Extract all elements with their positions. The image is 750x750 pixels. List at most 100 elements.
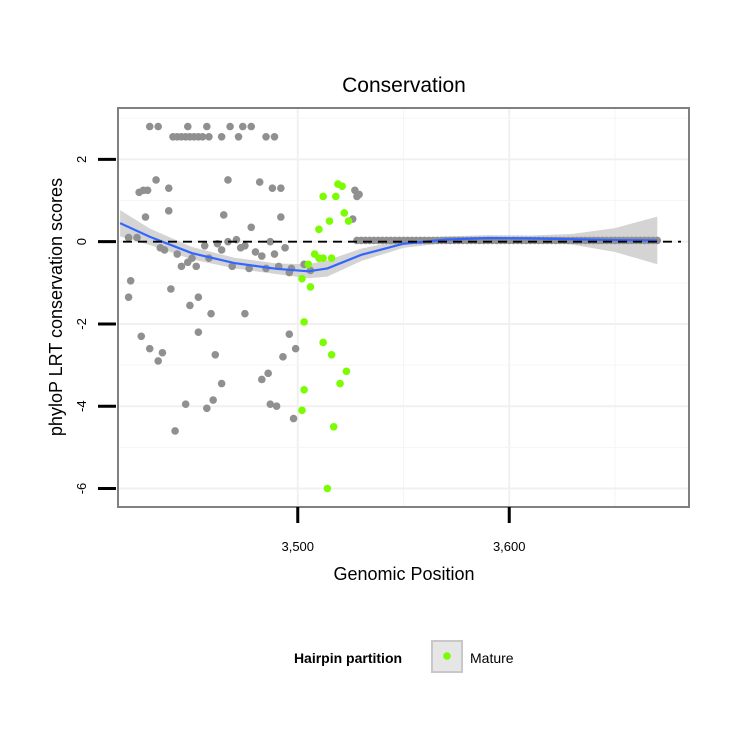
other-point — [126, 276, 135, 285]
other-point — [194, 328, 203, 336]
other-point — [154, 357, 162, 365]
mature-point — [319, 192, 327, 201]
other-point — [234, 132, 243, 141]
x-axis-label: Genomic Position — [333, 564, 474, 584]
other-point — [241, 309, 249, 318]
plot-panel-border — [117, 107, 690, 508]
other-point — [228, 262, 236, 271]
other-point — [194, 293, 203, 302]
mature-point — [329, 422, 338, 431]
other-point — [268, 184, 277, 193]
mature-point — [298, 406, 306, 415]
mature-point — [338, 182, 346, 190]
other-point — [177, 262, 186, 271]
chart-title: Conservation — [342, 74, 466, 97]
mature-point — [327, 351, 336, 359]
other-point — [262, 132, 270, 141]
other-point — [143, 186, 152, 195]
smooth-line-layer — [119, 222, 658, 273]
legend-key-dot — [443, 652, 451, 660]
other-point — [277, 213, 285, 221]
other-point — [245, 264, 253, 273]
other-point — [160, 246, 169, 254]
other-point — [154, 122, 162, 131]
y-tick-label: -2 — [74, 318, 89, 330]
other-point — [247, 122, 256, 131]
other-point — [264, 369, 272, 378]
other-point — [207, 309, 215, 318]
mature-point — [325, 217, 334, 225]
mature-point — [342, 367, 351, 376]
y-tick-label: -4 — [74, 400, 89, 412]
mature-point — [340, 209, 349, 217]
mature-point — [332, 192, 340, 201]
other-point — [203, 122, 211, 131]
other-point — [211, 351, 220, 359]
other-point — [285, 330, 294, 339]
other-point — [186, 301, 194, 310]
other-point — [164, 184, 173, 193]
other-point — [183, 122, 192, 131]
other-point — [258, 375, 266, 384]
other-point — [217, 379, 226, 388]
other-point — [145, 344, 154, 353]
other-point — [145, 122, 154, 131]
mature-point — [306, 283, 315, 291]
legend: Hairpin partition Mature — [294, 640, 514, 673]
mature-point — [323, 484, 332, 493]
other-point — [224, 237, 232, 246]
y-tick-label: 2 — [74, 156, 89, 163]
other-point — [266, 237, 275, 246]
mature-point — [319, 254, 327, 262]
other-point — [247, 223, 256, 232]
other-point — [203, 404, 211, 413]
x-tick-label: 3,600 — [493, 539, 526, 554]
mature-point — [300, 318, 308, 326]
other-point — [167, 285, 175, 293]
other-point — [171, 427, 179, 435]
smooth-line — [119, 222, 658, 273]
mature-point — [327, 254, 336, 262]
other-point — [272, 402, 281, 411]
other-point — [270, 250, 279, 258]
other-point — [124, 293, 133, 302]
mature-point — [298, 274, 306, 283]
confidence-band — [120, 210, 658, 279]
other-point — [200, 241, 209, 250]
other-point — [209, 396, 217, 404]
mature-point — [344, 217, 353, 225]
other-point — [238, 122, 247, 131]
mature-point — [319, 338, 327, 347]
legend-label: Mature — [470, 650, 514, 666]
other-point — [355, 190, 363, 199]
mature-point — [336, 379, 344, 388]
other-point — [173, 250, 182, 258]
other-point — [188, 254, 196, 262]
other-point — [181, 400, 190, 408]
legend-title: Hairpin partition — [294, 650, 402, 666]
other-point — [137, 332, 146, 341]
other-point — [255, 178, 264, 186]
other-point — [217, 246, 226, 254]
other-point — [281, 244, 289, 252]
data-points — [124, 122, 662, 493]
other-point — [198, 132, 207, 141]
y-tick-label: -6 — [74, 483, 89, 495]
other-point — [289, 414, 298, 423]
other-point — [270, 132, 279, 141]
other-point — [141, 213, 150, 221]
other-point — [205, 132, 213, 141]
other-point — [279, 353, 287, 361]
other-point — [277, 184, 285, 193]
other-point — [226, 122, 234, 131]
mature-point — [300, 385, 308, 394]
other-point — [164, 207, 173, 215]
other-point — [217, 132, 226, 141]
y-tick-label: 0 — [74, 238, 89, 245]
other-point — [158, 348, 167, 357]
other-point — [152, 176, 160, 184]
mature-point — [304, 260, 313, 269]
mature-point — [315, 225, 323, 234]
axes: 3,500 3,600 2 0 -2 -4 -6 — [74, 156, 526, 554]
